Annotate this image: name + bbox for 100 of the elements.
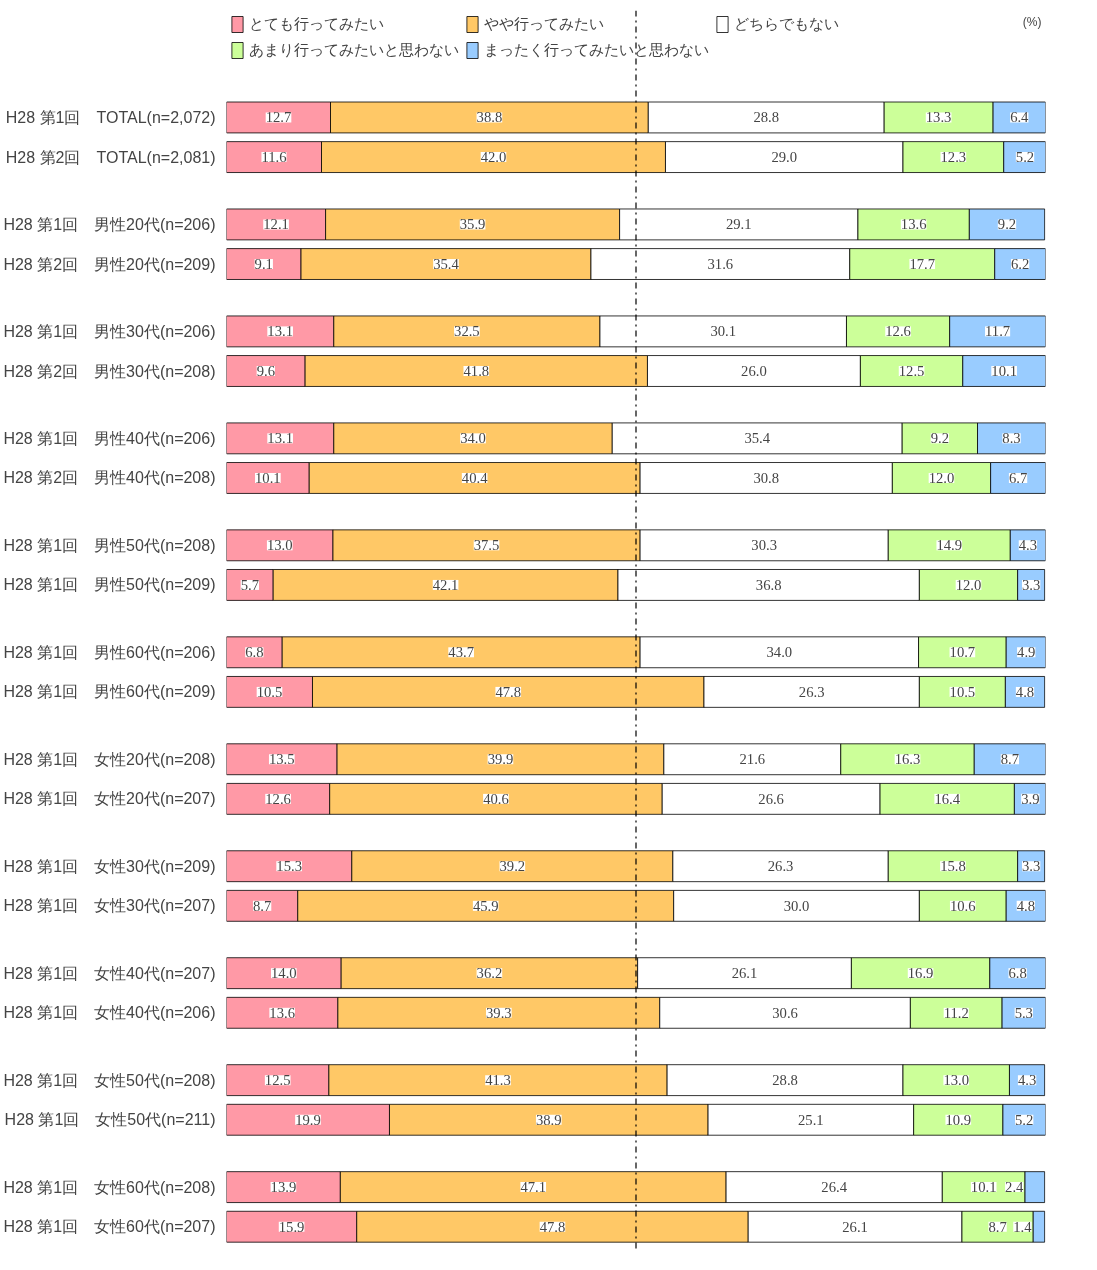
legend-label: まったく行ってみたいと思わない (484, 40, 709, 60)
data-label: 12.3 (940, 149, 967, 166)
y-tick-label: H28 第2回 男性20代(n=209) (3, 255, 216, 273)
data-label: 5.7 (240, 576, 260, 593)
data-label: 47.8 (539, 1218, 566, 1235)
data-label: 10.1 (255, 469, 281, 486)
data-label: 42.1 (432, 576, 459, 593)
data-label: 4.9 (1017, 644, 1036, 661)
data-label: 10.1 (991, 363, 1017, 380)
data-label: 12.6 (265, 790, 291, 807)
y-tick-label: H28 第1回 TOTAL(n=2,072) (5, 108, 216, 126)
y-tick-label: H28 第1回 女性40代(n=207) (3, 964, 216, 982)
data-label: 39.2 (499, 858, 526, 875)
y-tick-label: H28 第1回 女性60代(n=207) (3, 1218, 216, 1236)
data-label: 11.7 (985, 323, 1011, 340)
data-label: 6.8 (245, 644, 264, 661)
y-tick-label: H28 第1回 女性50代(n=208) (3, 1071, 216, 1089)
data-label: 8.7 (988, 1218, 1007, 1235)
legend-label: とても行ってみたい (249, 14, 384, 34)
data-label: 29.0 (771, 149, 798, 166)
data-label: 43.7 (448, 644, 474, 661)
data-label: 34.0 (766, 644, 793, 661)
legend-label: どちらでもない (734, 14, 839, 34)
data-label: 35.9 (459, 216, 486, 233)
data-label: 3.9 (1021, 790, 1040, 807)
data-label: 15.9 (278, 1218, 305, 1235)
data-label: 13.1 (267, 430, 293, 447)
data-label: 9.2 (997, 216, 1017, 233)
data-label: 25.1 (798, 1111, 824, 1128)
data-label: 39.9 (487, 751, 514, 768)
data-label: 13.0 (943, 1072, 970, 1089)
data-label: 11.2 (943, 1004, 969, 1021)
data-label: 13.6 (900, 216, 927, 233)
data-label: 30.1 (710, 323, 737, 340)
data-label: 3.3 (1022, 858, 1041, 875)
data-label: 30.8 (753, 469, 780, 486)
data-label: 21.6 (739, 751, 766, 768)
data-label: 12.5 (264, 1072, 291, 1089)
y-tick-label: H28 第2回 男性40代(n=208) (3, 469, 216, 487)
data-label: 30.0 (783, 897, 810, 914)
data-label: 11.6 (261, 149, 287, 166)
data-label: 10.6 (949, 897, 976, 914)
data-label: 3.3 (1022, 576, 1041, 593)
y-tick-label: H28 第1回 女性20代(n=207) (3, 790, 216, 808)
data-label: 26.1 (731, 965, 758, 982)
data-label: 14.0 (271, 965, 297, 982)
data-label: 47.8 (495, 683, 522, 700)
data-label: 40.4 (461, 469, 489, 486)
data-label: 35.4 (433, 256, 460, 273)
data-label: 41.3 (485, 1072, 511, 1089)
data-label: 5.2 (1015, 149, 1035, 166)
text: (%) (1022, 14, 1042, 29)
data-label: 13.6 (269, 1004, 296, 1021)
data-label: 12.6 (885, 323, 911, 340)
data-label: 47.1 (520, 1179, 547, 1196)
y-tick-label: H28 第1回 女性20代(n=208) (3, 750, 216, 768)
y-tick-label: H28 第1回 女性50代(n=211) (4, 1111, 216, 1129)
data-label: 19.9 (295, 1111, 321, 1128)
data-label: 38.9 (535, 1111, 562, 1128)
legend-label: あまり行ってみたいと思わない (249, 40, 459, 60)
data-label: 12.5 (898, 363, 925, 380)
data-label: 4.8 (1015, 683, 1035, 700)
data-label: 26.6 (758, 790, 784, 807)
y-tick-label: H28 第1回 男性40代(n=206) (3, 429, 216, 447)
data-label: 13.9 (270, 1179, 297, 1196)
y-tick-label: H28 第1回 男性50代(n=209) (3, 576, 216, 594)
data-label: 5.2 (1015, 1111, 1034, 1128)
y-tick-label: H28 第1回 男性30代(n=206) (3, 322, 216, 340)
data-label: 12.0 (928, 469, 955, 486)
data-label: 16.4 (934, 790, 961, 807)
data-label: 32.5 (454, 323, 480, 340)
data-label: 13.3 (925, 109, 952, 126)
data-label: 40.6 (483, 790, 509, 807)
data-label: 9.2 (930, 430, 950, 447)
data-label: 16.9 (907, 965, 934, 982)
data-label: 6.2 (1010, 256, 1030, 273)
data-label: 5.3 (1014, 1004, 1033, 1021)
data-label: 30.3 (751, 537, 778, 554)
data-label: 10.5 (256, 683, 283, 700)
data-label: 13.5 (268, 751, 295, 768)
data-label: 26.4 (821, 1179, 848, 1196)
data-label: 26.0 (741, 363, 767, 380)
data-label: 10.9 (945, 1111, 972, 1128)
data-label: 36.8 (755, 576, 782, 593)
data-label: 8.7 (252, 897, 272, 914)
y-tick-label: H28 第1回 女性60代(n=208) (3, 1178, 216, 1196)
data-label: 28.8 (753, 109, 780, 126)
data-label: 6.4 (1010, 109, 1030, 126)
data-label: 4.3 (1017, 1072, 1037, 1089)
data-label: 10.7 (949, 644, 976, 661)
data-label: 9.6 (256, 363, 275, 380)
y-tick-label: H28 第1回 女性30代(n=207) (3, 897, 216, 915)
data-label: 31.6 (707, 256, 734, 273)
y-tick-label: H28 第2回 男性30代(n=208) (3, 362, 216, 380)
y-tick-label: H28 第1回 男性60代(n=209) (3, 683, 216, 701)
data-label: 29.1 (725, 216, 752, 233)
y-tick-label: H28 第1回 男性60代(n=206) (3, 643, 216, 661)
data-label: 26.1 (842, 1218, 868, 1235)
data-label: 42.0 (480, 149, 507, 166)
data-label: 12.0 (955, 576, 982, 593)
